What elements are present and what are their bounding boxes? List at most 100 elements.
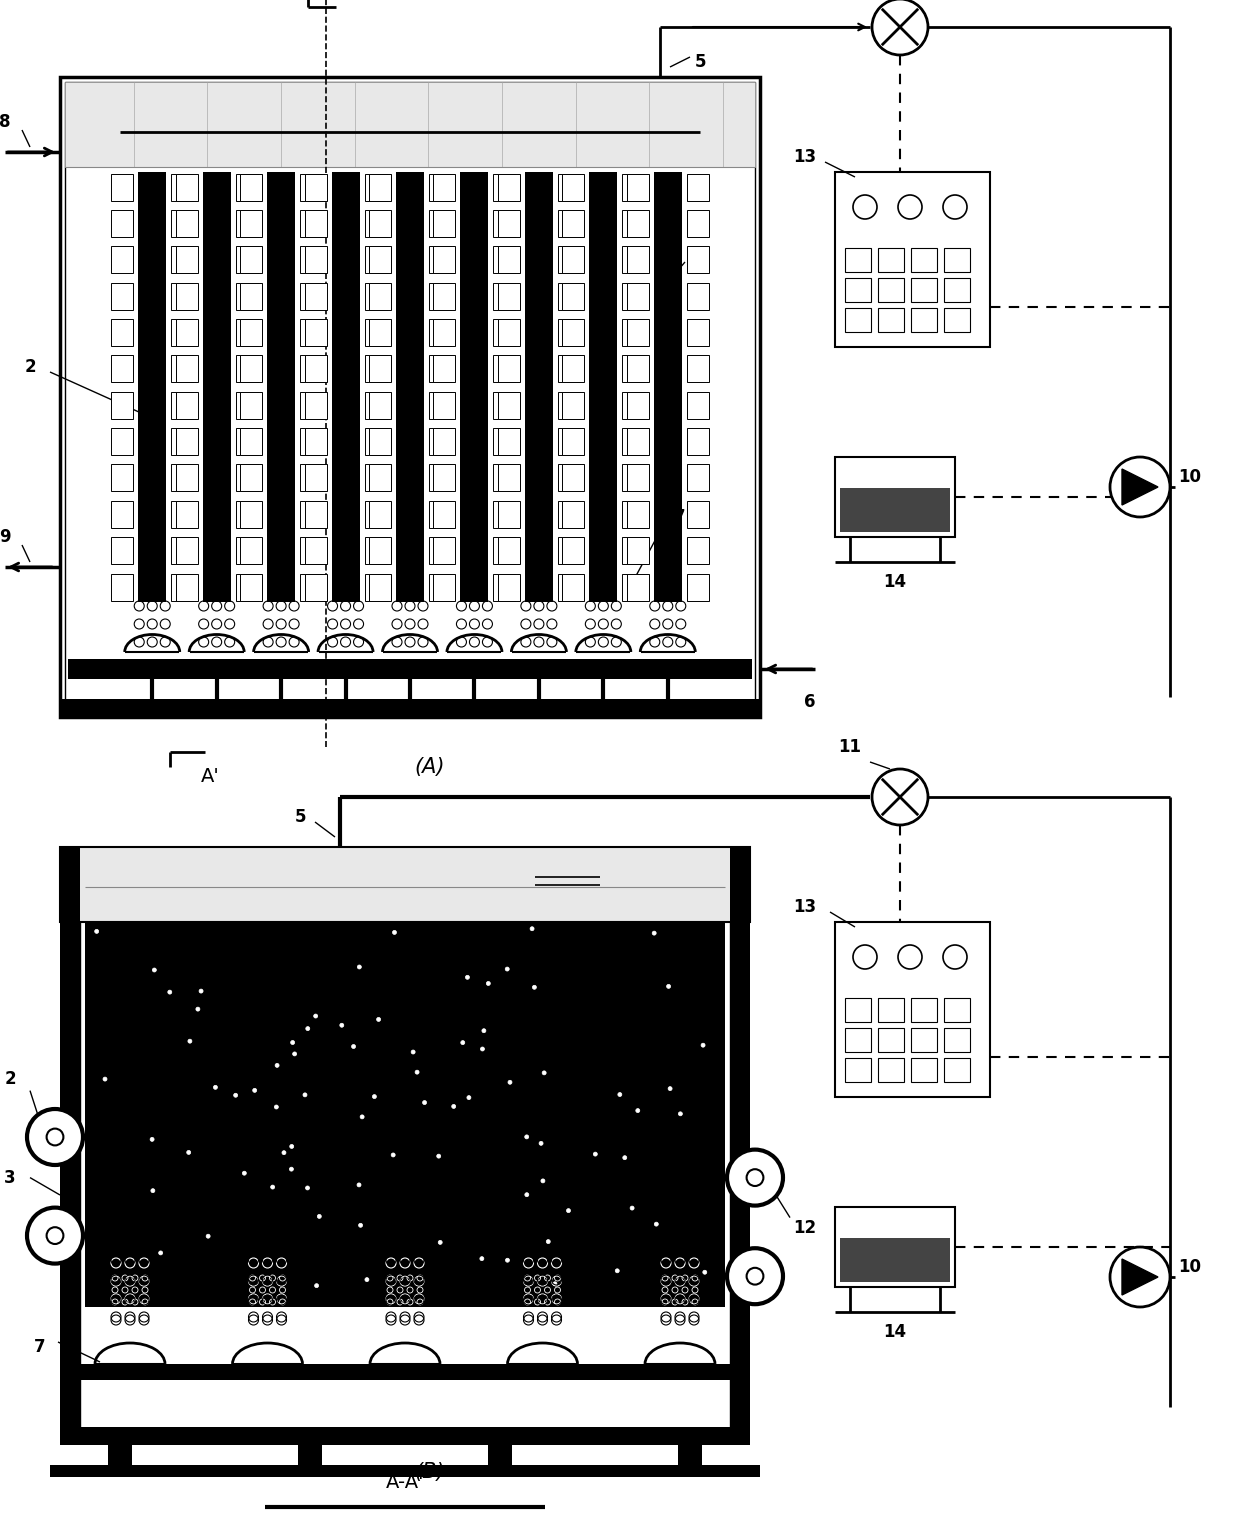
Circle shape xyxy=(727,1150,782,1206)
Bar xyxy=(434,538,455,563)
Circle shape xyxy=(553,1281,557,1286)
Text: (A): (A) xyxy=(414,757,445,777)
Bar xyxy=(562,501,584,528)
Bar xyxy=(241,428,262,455)
Bar xyxy=(370,356,391,382)
Bar xyxy=(622,501,645,528)
Bar xyxy=(171,282,193,310)
Circle shape xyxy=(667,985,671,988)
Circle shape xyxy=(196,1008,200,1011)
Bar xyxy=(365,282,387,310)
Bar xyxy=(365,574,387,600)
Circle shape xyxy=(668,1087,672,1090)
Bar xyxy=(171,356,193,382)
Circle shape xyxy=(281,1151,286,1154)
Bar xyxy=(112,246,133,273)
Bar xyxy=(429,392,451,418)
Bar xyxy=(236,538,258,563)
Bar xyxy=(687,574,709,600)
Bar xyxy=(498,574,520,600)
Circle shape xyxy=(636,1109,640,1113)
Text: 13: 13 xyxy=(794,898,817,916)
Bar xyxy=(558,282,580,310)
Circle shape xyxy=(451,1104,456,1109)
Bar xyxy=(558,464,580,492)
Bar xyxy=(878,308,904,331)
Circle shape xyxy=(314,1014,317,1019)
Circle shape xyxy=(47,1228,63,1245)
Bar xyxy=(434,428,455,455)
Bar xyxy=(236,464,258,492)
Bar xyxy=(305,282,326,310)
Bar xyxy=(687,538,709,563)
Circle shape xyxy=(508,1080,512,1084)
Bar xyxy=(236,174,258,200)
Bar xyxy=(171,174,193,200)
Bar xyxy=(300,319,322,347)
Polygon shape xyxy=(1122,1258,1158,1295)
Circle shape xyxy=(1110,457,1171,518)
Bar xyxy=(687,319,709,347)
Bar xyxy=(241,501,262,528)
Bar xyxy=(626,392,649,418)
Circle shape xyxy=(393,930,397,935)
Bar xyxy=(622,174,645,200)
Text: 3: 3 xyxy=(4,1168,16,1186)
Bar xyxy=(370,501,391,528)
Bar xyxy=(112,282,133,310)
Bar xyxy=(622,574,645,600)
Bar xyxy=(300,356,322,382)
Bar xyxy=(878,999,904,1022)
Bar xyxy=(622,246,645,273)
Bar xyxy=(687,282,709,310)
Circle shape xyxy=(480,1257,484,1261)
Circle shape xyxy=(290,1144,294,1148)
Bar xyxy=(60,1428,750,1445)
Circle shape xyxy=(253,1089,257,1092)
Circle shape xyxy=(187,1150,191,1154)
Bar xyxy=(60,847,81,1428)
Bar xyxy=(112,174,133,200)
Bar xyxy=(112,501,133,528)
Circle shape xyxy=(567,1209,570,1212)
Text: 2: 2 xyxy=(25,357,36,376)
Circle shape xyxy=(358,1223,362,1228)
Bar xyxy=(653,173,682,602)
Bar xyxy=(365,174,387,200)
Bar xyxy=(171,319,193,347)
Bar xyxy=(434,356,455,382)
Bar xyxy=(300,501,322,528)
Bar xyxy=(489,1441,512,1472)
Text: A': A' xyxy=(201,768,219,786)
Circle shape xyxy=(274,1106,278,1109)
Bar xyxy=(267,173,295,602)
Bar xyxy=(562,428,584,455)
Circle shape xyxy=(480,1048,485,1051)
Bar xyxy=(429,464,451,492)
Circle shape xyxy=(103,1077,107,1081)
Bar xyxy=(562,174,584,200)
Bar xyxy=(844,278,870,302)
Bar xyxy=(305,392,326,418)
Bar xyxy=(558,174,580,200)
Bar xyxy=(498,282,520,310)
Bar xyxy=(370,174,391,200)
Bar xyxy=(202,173,231,602)
Bar xyxy=(365,209,387,237)
Bar xyxy=(498,538,520,563)
Bar xyxy=(365,356,387,382)
Bar xyxy=(878,247,904,272)
Bar xyxy=(429,501,451,528)
Text: 13: 13 xyxy=(794,148,817,166)
Bar xyxy=(138,173,166,602)
Bar xyxy=(171,246,193,273)
Bar xyxy=(64,82,755,166)
Circle shape xyxy=(423,1101,427,1104)
Bar xyxy=(300,464,322,492)
Circle shape xyxy=(461,1040,465,1044)
Bar xyxy=(687,246,709,273)
Bar xyxy=(108,1441,131,1472)
Bar xyxy=(365,392,387,418)
Circle shape xyxy=(539,1141,543,1145)
Bar xyxy=(112,428,133,455)
